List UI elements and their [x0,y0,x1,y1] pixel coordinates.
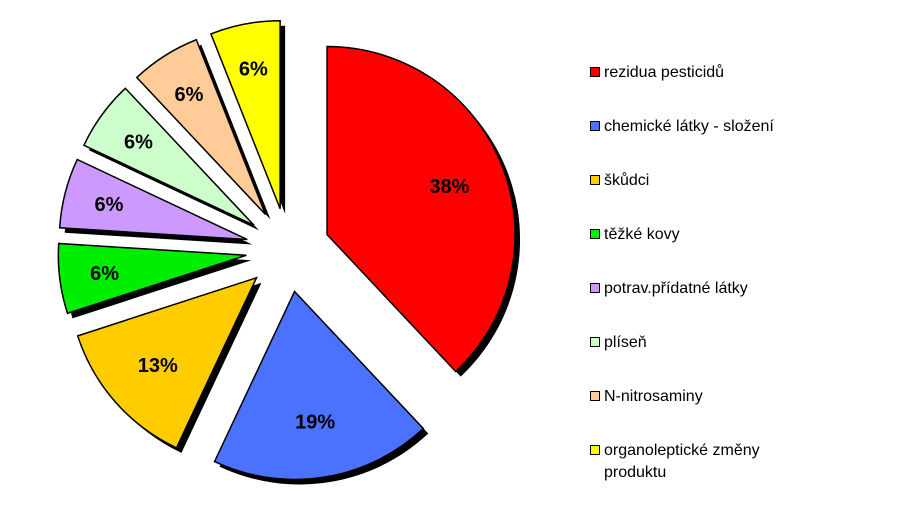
pie-slice [82,87,255,226]
legend-label: N-nitrosaminy [604,388,703,405]
legend-swatch [590,445,600,455]
legend-label: rezidua pesticidů [604,64,725,81]
pie-slice [57,242,247,315]
legend-item: chemické látky - složení [590,116,824,138]
legend-item: škůdci [590,170,824,192]
legend-swatch [590,337,600,347]
pie-slice-label: 19% [295,411,335,433]
pie-slice [326,45,516,373]
legend-label: těžké kovy [604,226,680,243]
pie-slice [213,290,425,481]
legend-swatch [590,391,600,401]
legend-label: chemické látky - složení [604,118,774,135]
pie-slice-label: 6% [239,58,268,80]
legend-swatch [590,229,600,239]
pie-slice-label: 6% [94,194,123,216]
legend-swatch [590,67,600,77]
legend-label: plíseň [604,334,647,351]
pie-slice [58,158,248,241]
pie-slice-label: 6% [174,84,203,106]
legend-item: N-nitrosaminy [590,386,824,408]
legend-item: plíseň [590,332,824,354]
pie-slice [76,276,258,449]
legend-label: potrav.přídatné látky [604,280,748,297]
legend-swatch [590,121,600,131]
pie-labels: 38% 19% 13% 6% 6% 6% 6% 6% [90,58,470,433]
pie-slices [57,19,516,481]
legend-label: organoleptické změny produktu [604,442,760,481]
legend-item: rezidua pesticidů [590,62,824,84]
legend-swatch [590,175,600,185]
pie-slice-label: 6% [90,263,119,285]
legend-swatch [590,283,600,293]
pie-slice [209,19,281,210]
pie-slice-label: 6% [124,131,153,153]
pie-slice-label: 13% [138,355,178,377]
pie-slice [135,38,267,216]
legend-item: organoleptické změny produktu [590,440,824,484]
legend-item: potrav.přídatné látky [590,278,824,300]
pie-slice-label: 38% [429,176,469,198]
legend-label: škůdci [604,172,650,189]
legend-item: těžké kovy [590,224,824,246]
